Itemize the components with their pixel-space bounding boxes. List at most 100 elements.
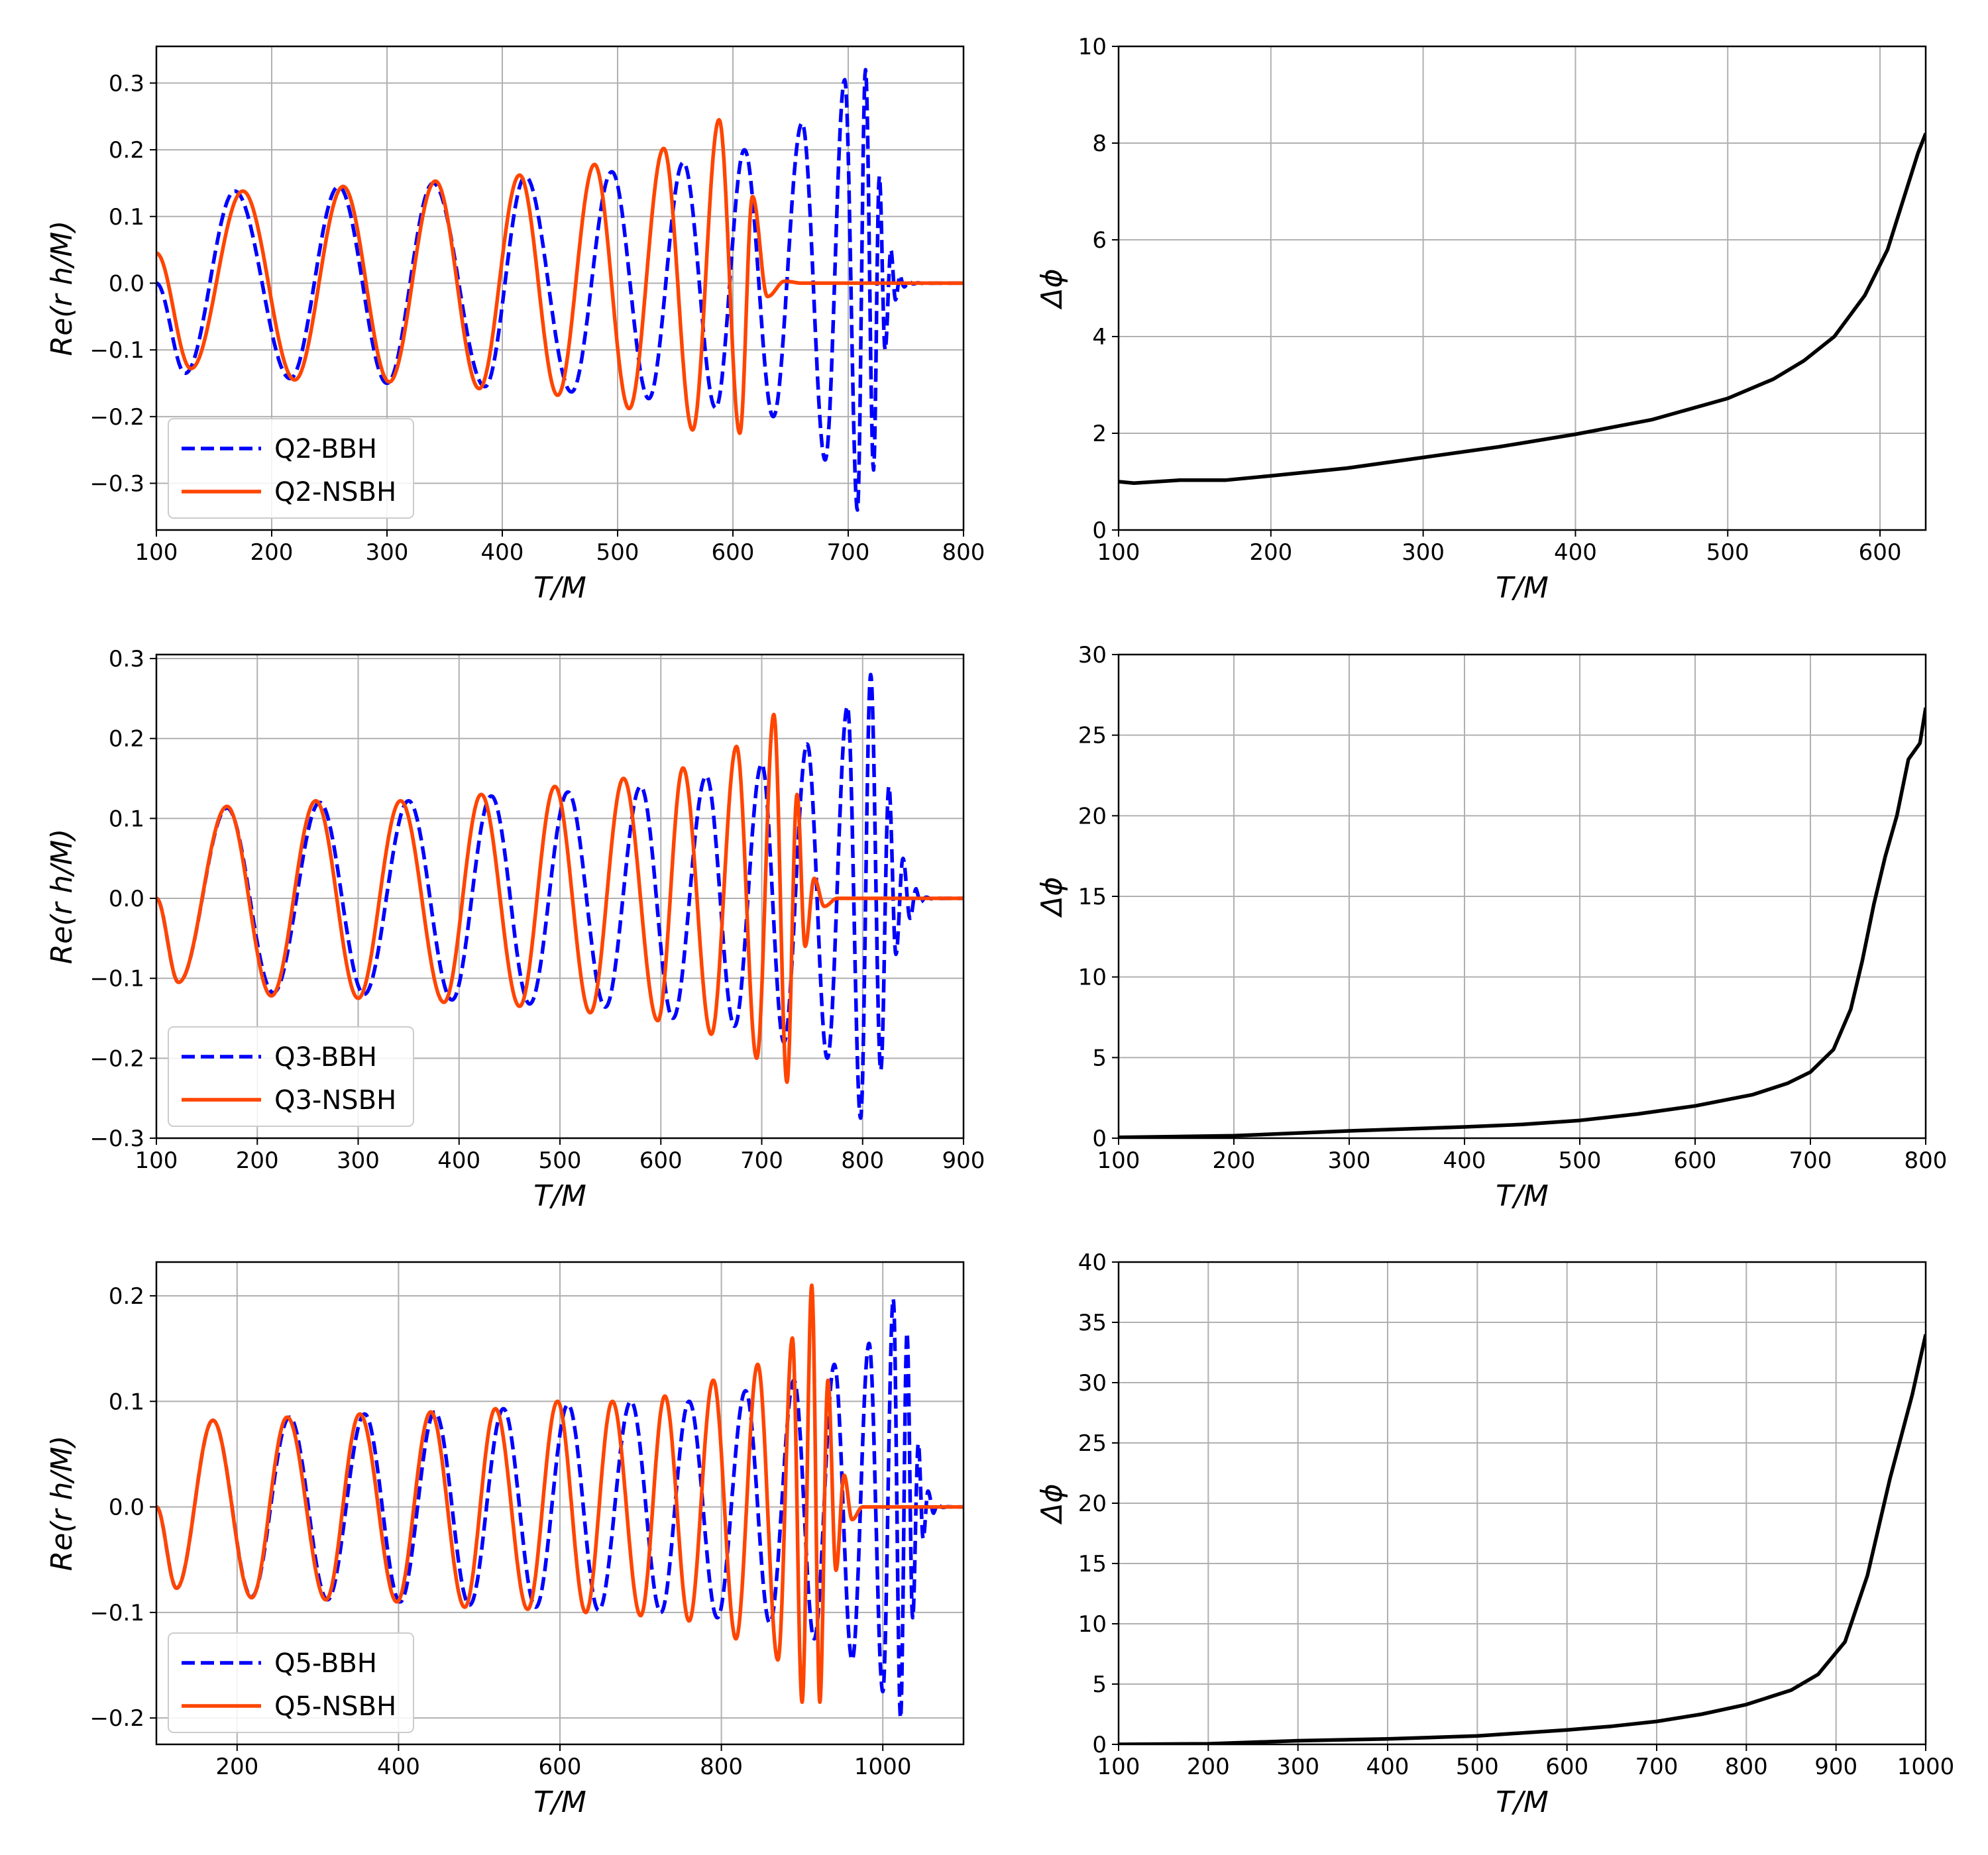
y-tick-label: −0.2 bbox=[89, 1045, 144, 1072]
y-tick-label: 0 bbox=[1092, 1126, 1107, 1152]
y-tick-label: 25 bbox=[1078, 723, 1107, 749]
y-tick-label: 8 bbox=[1092, 131, 1107, 157]
x-tick-label: 700 bbox=[827, 539, 870, 566]
series-group bbox=[1119, 1334, 1926, 1744]
x-tick-label: 100 bbox=[135, 1147, 178, 1174]
series-line-- bbox=[1119, 707, 1926, 1138]
x-tick-label: 800 bbox=[700, 1754, 743, 1780]
y-tick-label: 40 bbox=[1078, 1249, 1107, 1276]
x-tick-label: 400 bbox=[1443, 1147, 1486, 1174]
y-axis-label: Δϕ bbox=[1035, 1483, 1069, 1524]
x-tick-label: 400 bbox=[437, 1147, 480, 1174]
x-tick-label: 200 bbox=[1249, 539, 1292, 566]
y-tick-label: 0.2 bbox=[109, 1283, 144, 1310]
y-tick-label: 15 bbox=[1078, 1551, 1107, 1577]
series-group bbox=[156, 672, 964, 1120]
y-axis-label: Δϕ bbox=[1035, 876, 1069, 918]
y-tick-label: 35 bbox=[1078, 1310, 1107, 1336]
plot-frame bbox=[1117, 45, 1927, 531]
x-tick-label: 800 bbox=[1905, 1147, 1948, 1174]
y-tick-label: 20 bbox=[1078, 803, 1107, 829]
y-tick-label: −0.3 bbox=[89, 471, 144, 498]
x-tick-label: 600 bbox=[539, 1754, 582, 1780]
legend-label: Q5-BBH bbox=[274, 1648, 377, 1679]
legend-label: Q3-NSBH bbox=[274, 1085, 396, 1116]
x-axis-label: T/M bbox=[533, 571, 586, 605]
y-tick-label: 0.3 bbox=[109, 646, 144, 672]
y-tick-label: 0.1 bbox=[109, 806, 144, 832]
y-tick-label: 30 bbox=[1078, 1370, 1107, 1397]
y-tick-label: 10 bbox=[1078, 965, 1107, 991]
y-tick-label: 0.2 bbox=[109, 726, 144, 753]
y-tick-label: −0.2 bbox=[89, 404, 144, 431]
q5-phase-difference-panel: 100 200 300 400 500 600 700 800 900 1000 0 5 10 15 20 2… bbox=[1035, 1249, 1954, 1819]
x-tick-label: 200 bbox=[250, 539, 294, 566]
x-tick-label: 400 bbox=[1366, 1754, 1409, 1780]
x-tick-label: 600 bbox=[1674, 1147, 1717, 1174]
y-tick-label: −0.1 bbox=[89, 1600, 144, 1626]
x-tick-label: 200 bbox=[1213, 1147, 1256, 1174]
y-tick-label: 5 bbox=[1092, 1045, 1107, 1071]
y-axis-label: Re(r h/M) bbox=[45, 221, 79, 356]
x-tick-label: 300 bbox=[1328, 1147, 1371, 1174]
y-tick-label: 25 bbox=[1078, 1430, 1107, 1457]
x-tick-label: 400 bbox=[377, 1754, 420, 1780]
x-tick-label: 300 bbox=[1402, 539, 1445, 566]
x-axis-label: T/M bbox=[1496, 571, 1549, 605]
series-line-q3-nsbh bbox=[156, 712, 964, 1085]
y-tick-label: 10 bbox=[1078, 34, 1107, 60]
y-tick-label: 0 bbox=[1092, 1732, 1107, 1758]
y-tick-label: 30 bbox=[1078, 642, 1107, 668]
q5-waveform-panel: 200 400 600 800 1000 −0.2 −0.1 0.0 0.1 0.2 T/M Re(r… bbox=[45, 1261, 965, 1819]
y-axis-label: Re(r h/M) bbox=[45, 829, 79, 965]
q2-phase-difference-panel: 100 200 300 400 500 600 0 2 4 6 8 10 T/M Δϕ bbox=[1035, 34, 1927, 605]
y-tick-label: −0.1 bbox=[89, 337, 144, 364]
y-tick-label: 0.1 bbox=[109, 204, 144, 231]
plot-frame bbox=[155, 45, 965, 531]
y-tick-label: 6 bbox=[1092, 227, 1107, 254]
x-axis-label: T/M bbox=[533, 1179, 586, 1213]
x-tick-label: 400 bbox=[481, 539, 524, 566]
legend-label: Q3-BBH bbox=[274, 1042, 377, 1073]
x-tick-label: 700 bbox=[740, 1147, 783, 1174]
x-tick-label: 300 bbox=[1276, 1754, 1319, 1780]
x-tick-label: 1000 bbox=[854, 1754, 912, 1780]
y-tick-label: 20 bbox=[1078, 1491, 1107, 1517]
series-line-- bbox=[1119, 132, 1926, 485]
y-tick-label: 0.2 bbox=[109, 137, 144, 164]
series-group bbox=[1119, 132, 1926, 485]
x-tick-label: 500 bbox=[596, 539, 639, 566]
y-axis-label: Re(r h/M) bbox=[45, 1436, 79, 1571]
legend-label: Q2-BBH bbox=[274, 434, 377, 464]
x-tick-label: 300 bbox=[366, 539, 409, 566]
y-tick-label: 4 bbox=[1092, 324, 1107, 350]
x-tick-label: 100 bbox=[1097, 1147, 1140, 1174]
y-tick-label: 5 bbox=[1092, 1671, 1107, 1698]
x-tick-label: 900 bbox=[942, 1147, 985, 1174]
x-tick-label: 600 bbox=[1545, 1754, 1588, 1780]
x-tick-label: 200 bbox=[215, 1754, 258, 1780]
series-line-q5-nsbh bbox=[156, 1283, 964, 1705]
x-axis-label: T/M bbox=[1496, 1785, 1549, 1819]
y-tick-label: 0 bbox=[1092, 517, 1107, 544]
series-line-q3-bbh bbox=[156, 672, 964, 1120]
x-tick-label: 900 bbox=[1814, 1754, 1857, 1780]
x-tick-label: 1000 bbox=[1897, 1754, 1955, 1780]
x-tick-label: 800 bbox=[841, 1147, 884, 1174]
y-tick-label: 0.1 bbox=[109, 1389, 144, 1415]
y-tick-label: 0.0 bbox=[109, 886, 144, 912]
y-axis-label: Δϕ bbox=[1035, 268, 1069, 309]
x-axis-label: T/M bbox=[533, 1785, 586, 1819]
x-tick-label: 500 bbox=[1559, 1147, 1602, 1174]
q2-waveform-panel: 100 200 300 400 500 600 700 800 −0.3 −0.2 −0.1 0.0 0… bbox=[45, 45, 985, 605]
y-tick-label: 0.0 bbox=[109, 1495, 144, 1521]
legend-label: Q5-NSBH bbox=[274, 1691, 396, 1722]
legend-label: Q2-NSBH bbox=[274, 477, 396, 507]
x-tick-label: 500 bbox=[539, 1147, 582, 1174]
series-group bbox=[1119, 707, 1926, 1138]
x-tick-label: 800 bbox=[942, 539, 985, 566]
x-tick-label: 600 bbox=[712, 539, 755, 566]
x-tick-label: 700 bbox=[1635, 1754, 1679, 1780]
plot-area bbox=[1119, 46, 1926, 530]
